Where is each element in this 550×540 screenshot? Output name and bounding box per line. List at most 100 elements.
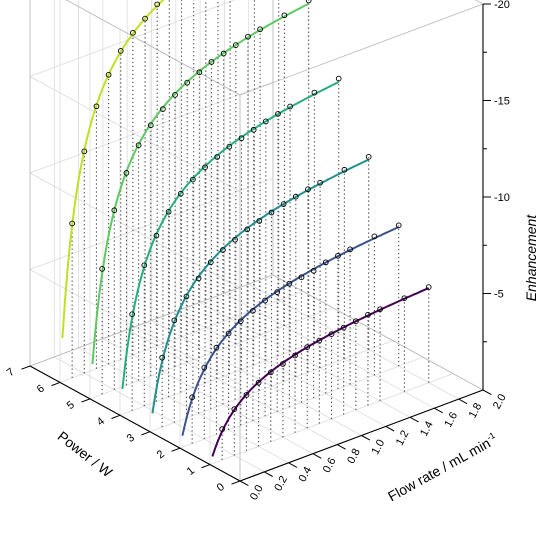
y-tick-label: 3 <box>125 432 137 445</box>
data-point <box>298 274 305 281</box>
data-point <box>401 295 408 302</box>
axes <box>21 0 492 487</box>
series-curve <box>121 81 340 390</box>
floor-grid-line <box>78 347 289 464</box>
data-point <box>262 118 269 125</box>
floor-grid-line <box>151 320 362 436</box>
data-point <box>268 209 275 216</box>
grid-lines <box>29 0 484 482</box>
x-tick-mark <box>482 389 492 396</box>
data-point <box>208 59 215 65</box>
data-point <box>226 143 233 150</box>
data-point <box>201 364 208 371</box>
data-point <box>243 392 250 398</box>
y-tick-mark <box>201 464 211 469</box>
data-point <box>225 330 232 337</box>
x-tick-mark <box>385 425 395 432</box>
frame-edge <box>474 0 484 5</box>
data-point <box>81 148 88 155</box>
y-tick-mark <box>81 398 91 403</box>
x-tick-label: 0.0 <box>248 483 266 502</box>
y-tick-label: 0 <box>215 481 227 494</box>
data-point <box>256 218 263 224</box>
x-tick-label: 2.0 <box>491 392 509 411</box>
x-tick-mark <box>264 471 273 477</box>
left-wall-grid-line <box>29 172 241 289</box>
data-point <box>213 344 220 351</box>
data-point <box>352 318 359 325</box>
x-tick-label: 0.4 <box>297 465 315 484</box>
data-point <box>196 69 203 76</box>
x-tick-label: 1.6 <box>442 410 460 429</box>
data-point <box>141 262 148 269</box>
y-tick-mark <box>141 431 151 436</box>
drop-lines <box>71 0 430 461</box>
data-point <box>154 1 161 8</box>
data-point <box>335 252 341 259</box>
x-tick-label: 1.0 <box>369 438 387 457</box>
data-point <box>93 103 100 110</box>
x-tick-label: 1.4 <box>418 419 436 438</box>
z-axis-title: Enhancement <box>523 214 539 302</box>
y-tick-label: 7 <box>5 366 17 379</box>
data-point <box>267 369 274 376</box>
x-tick-label: 1.8 <box>467 401 485 420</box>
left-wall-grid-line <box>65 0 241 96</box>
data-point <box>220 247 226 253</box>
data-point <box>335 75 342 82</box>
series-curve <box>211 287 430 457</box>
data-point <box>202 164 208 171</box>
data-point <box>214 154 221 160</box>
y-tick-label: 6 <box>35 382 47 395</box>
left-wall-grid-line <box>29 76 241 192</box>
data-point <box>286 280 293 287</box>
data-point <box>275 111 281 117</box>
z-tick-label: -10 <box>494 192 510 204</box>
x-tick-mark <box>434 407 444 414</box>
data-point <box>117 48 124 54</box>
data-point <box>250 126 257 133</box>
frame-edge <box>239 3 484 96</box>
z-tick-label: -20 <box>494 0 510 11</box>
floor-grid-line <box>102 338 314 455</box>
floor-grid-line <box>199 301 411 418</box>
floor-grid-line <box>54 356 265 473</box>
data-point <box>129 311 136 318</box>
data-point <box>255 379 262 386</box>
data-point <box>341 166 348 173</box>
data-point <box>244 226 251 233</box>
data-point <box>123 170 130 176</box>
floor-grid-line <box>248 283 459 400</box>
z-tick-label: -5 <box>494 289 504 301</box>
y-tick-mark <box>231 480 241 485</box>
y-axis-title: Power / W <box>55 428 116 481</box>
data-point <box>281 12 288 19</box>
data-point <box>371 233 378 240</box>
data-point <box>292 352 298 359</box>
data-point <box>237 318 244 325</box>
data-point <box>238 135 245 142</box>
y-tick-mark <box>21 365 31 370</box>
data-point <box>130 29 136 36</box>
data-point <box>328 331 335 338</box>
data-point <box>207 259 214 266</box>
data-point <box>245 33 251 40</box>
data-point <box>310 267 317 274</box>
data-points <box>69 0 432 432</box>
data-point <box>105 71 112 78</box>
x-tick-label: 0.8 <box>345 447 363 466</box>
data-point <box>316 337 323 344</box>
data-point <box>305 0 312 4</box>
x-tick-label: 0.2 <box>272 474 290 493</box>
y-tick-mark <box>51 381 61 387</box>
data-point <box>250 307 256 314</box>
data-point <box>231 406 238 413</box>
data-point <box>177 190 184 197</box>
data-point <box>365 153 372 160</box>
data-point <box>395 222 402 229</box>
data-point <box>232 236 238 243</box>
x-tick-label: 0.6 <box>321 456 339 475</box>
y-tick-label: 1 <box>185 465 197 478</box>
y-tick-label: 5 <box>65 399 77 412</box>
